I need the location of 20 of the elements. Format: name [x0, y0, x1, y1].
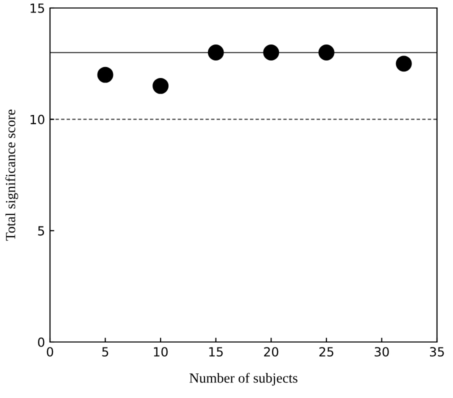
y-tick-label: 15: [30, 4, 44, 13]
x-axis-title: Number of subjects: [190, 372, 298, 386]
point: [97, 66, 114, 83]
x-tick-label: 20: [264, 347, 278, 357]
y-tick-label: 0: [38, 337, 44, 347]
x-tick-label: 10: [154, 347, 168, 357]
point: [263, 44, 280, 61]
x-tick-label: 25: [319, 347, 334, 357]
x-tick-label: 0: [46, 347, 54, 357]
y-axis-title: Total significance score: [5, 110, 18, 241]
x-tick-label: 35: [430, 347, 444, 357]
x-tick-label: 5: [102, 347, 108, 357]
point: [208, 44, 224, 61]
point: [396, 56, 412, 72]
y-tick-label: 10: [30, 114, 44, 124]
point: [152, 78, 169, 94]
x-tick-label: 30: [374, 347, 389, 357]
point: [318, 44, 334, 61]
y-tick-label: 5: [38, 226, 44, 236]
x-tick-label: 15: [209, 347, 223, 357]
